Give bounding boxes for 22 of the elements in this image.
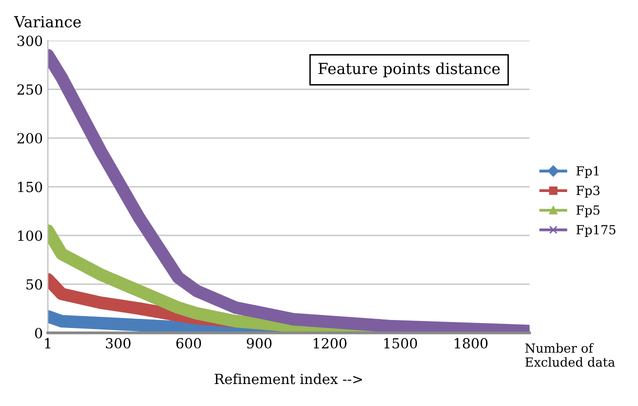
x-tick-label: 1: [45, 338, 50, 348]
y-tick-label: 200: [17, 133, 42, 144]
legend-label: Fp5: [576, 206, 600, 218]
y-tick-label: 150: [18, 182, 42, 192]
legend-label: Fp175: [576, 224, 616, 237]
x-tick-label: 1500: [384, 338, 417, 349]
text: Number of Excluded data: [525, 343, 615, 367]
x-axis-title: Refinement index -->: [214, 373, 362, 384]
x-tick-label: 900: [246, 338, 272, 349]
y-tick-label: 300: [18, 36, 42, 46]
x-tick-label: 300: [106, 338, 130, 349]
text: Feature points distance: [318, 62, 500, 78]
legend-label: Fp1: [576, 166, 599, 178]
x-tick-label: 1800: [454, 338, 488, 349]
y-tick-label: 50: [26, 279, 42, 290]
legend-label: Fp3: [576, 186, 600, 198]
y-tick-label: 250: [17, 84, 42, 95]
y-tick-label: 100: [18, 230, 42, 241]
x-tick-label: 1200: [314, 338, 346, 349]
y-tick-label: 0: [35, 328, 42, 338]
x-tick-label: 600: [176, 338, 201, 349]
y-axis-title: Variance: [14, 16, 81, 28]
